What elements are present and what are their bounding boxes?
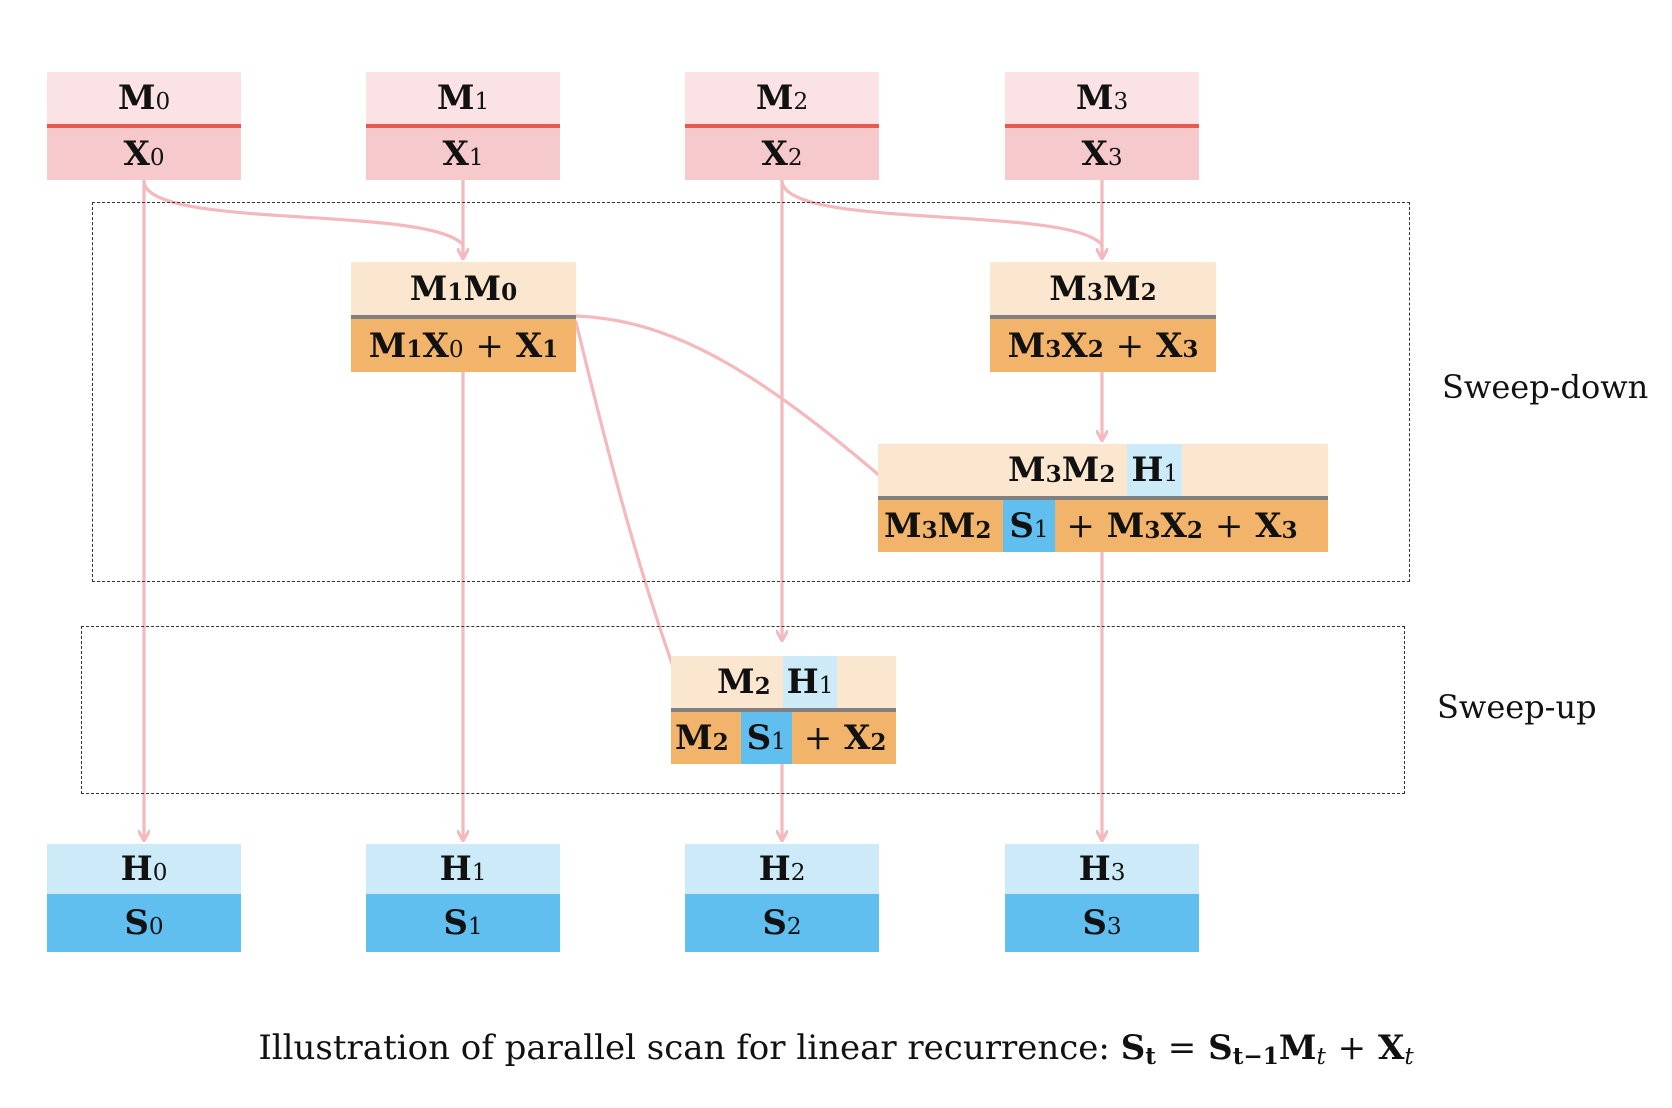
m-2-sub: 2 [793, 89, 809, 116]
input-separator [366, 124, 560, 128]
m-0-sub: 0 [155, 89, 171, 116]
s-3-sub: 3 [1106, 914, 1122, 941]
x-1-label: X [442, 134, 469, 174]
sweep-up-region [81, 626, 1405, 794]
h-0-sub: 0 [152, 860, 168, 887]
x-2-sub: 2 [787, 145, 803, 172]
caption-formula: St = St−1Mt + Xt [1120, 1028, 1414, 1070]
m-0-label: M [117, 78, 156, 118]
mid-separator [671, 708, 896, 712]
x-0-sub: 0 [149, 145, 165, 172]
mid-separator [878, 496, 1328, 500]
input-separator [1005, 124, 1199, 128]
sweep-up-label: Sweep-up [1437, 688, 1597, 726]
mid-separator [351, 315, 576, 319]
arrow-x2-to-m3m2 [780, 180, 1102, 258]
input-separator [685, 124, 879, 128]
s-1-label: S [443, 903, 468, 943]
h-0-label: H [120, 849, 153, 889]
caption-text: Illustration of parallel scan for linear… [258, 1028, 1110, 1068]
h-1-sub: 1 [471, 860, 487, 887]
h-3-label: H [1078, 849, 1111, 889]
sweep-down-label: Sweep-down [1442, 368, 1649, 406]
x-3-sub: 3 [1107, 145, 1123, 172]
h-2-label: H [758, 849, 791, 889]
s-1-sub: 1 [467, 914, 483, 941]
m-1-label: M [436, 78, 475, 118]
arrow-m1x0-to-m3m2s1 [574, 314, 908, 500]
x-3-label: X [1081, 134, 1108, 174]
s-3-label: S [1082, 903, 1107, 943]
m-3-label: M [1075, 78, 1114, 118]
mid-separator [990, 315, 1216, 319]
arrow-x0-to-m1m0 [142, 180, 463, 258]
s-0-sub: 0 [148, 914, 164, 941]
m-2-label: M [755, 78, 794, 118]
x-0-label: X [123, 134, 150, 174]
m-3-sub: 3 [1113, 89, 1129, 116]
m-1-sub: 1 [474, 89, 490, 116]
x-2-label: X [761, 134, 788, 174]
sweep-down-region [92, 202, 1410, 582]
s-2-label: S [762, 903, 787, 943]
s-2-sub: 2 [786, 914, 802, 941]
input-separator [47, 124, 241, 128]
h-2-sub: 2 [790, 860, 806, 887]
s-0-label: S [124, 903, 149, 943]
h-1-label: H [439, 849, 472, 889]
x-1-sub: 1 [468, 145, 484, 172]
h-3-sub: 3 [1110, 860, 1126, 887]
figure-caption: Illustration of parallel scan for linear… [0, 1028, 1672, 1070]
